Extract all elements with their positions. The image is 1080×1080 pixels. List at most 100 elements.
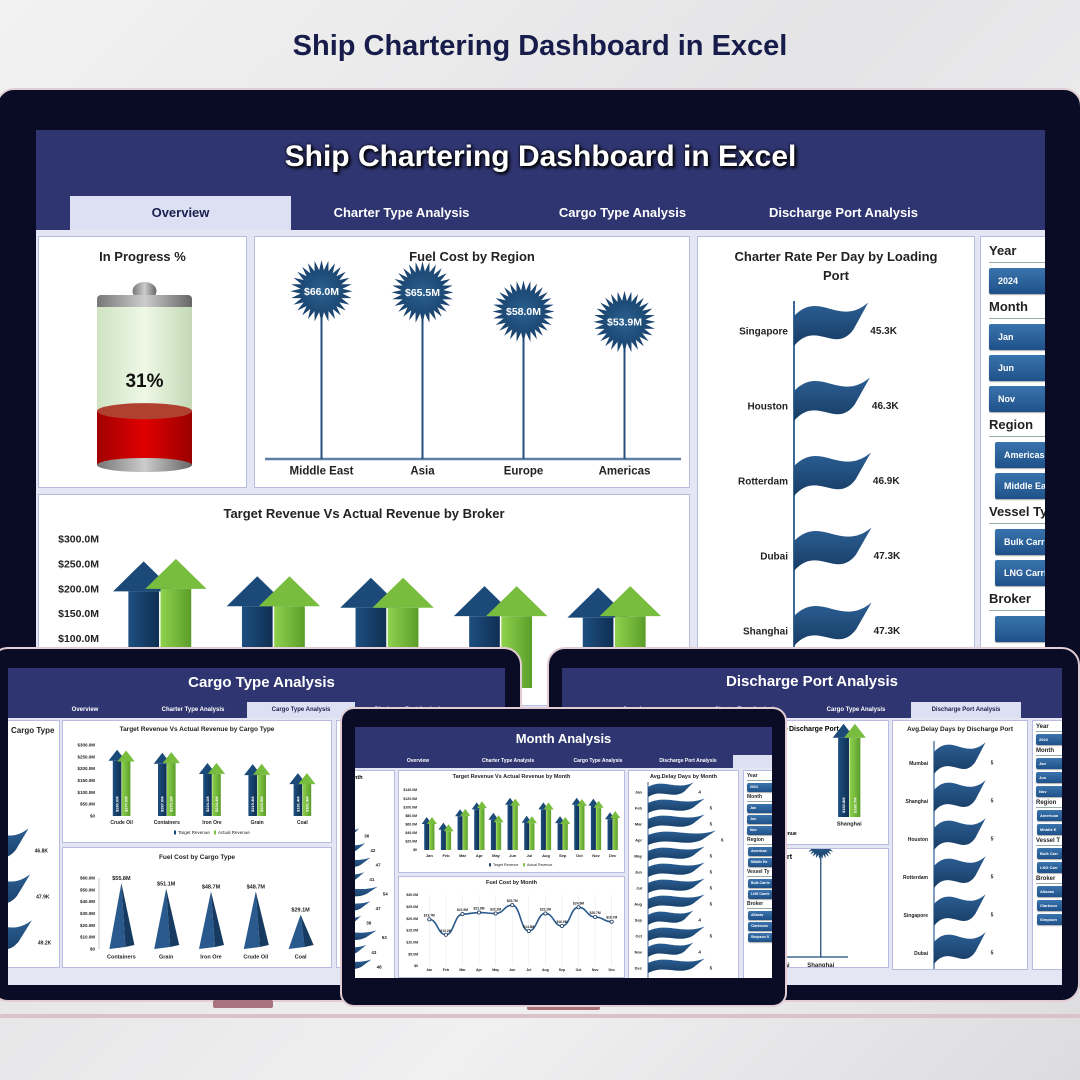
arrow-bar-actual [560, 817, 571, 850]
data-label: $13.2M [440, 929, 451, 933]
tab-overview[interactable]: Overview [71, 707, 99, 713]
bar-head [298, 773, 316, 785]
tab-mo[interactable]: Mo [1021, 702, 1062, 718]
tab-cargo-type-analysis[interactable]: Cargo Type Analysis [826, 707, 886, 713]
slicer-title: Vessel T [1036, 838, 1062, 846]
slicer-button[interactable]: 2024 [1036, 734, 1062, 745]
data-point [493, 911, 498, 916]
category-label: Feb [442, 853, 450, 858]
category-label: Jul [526, 968, 531, 972]
slicer-button[interactable]: Jun [989, 355, 1045, 381]
bar-body [562, 824, 568, 850]
tab-overview[interactable]: Overview [70, 196, 291, 230]
slicer-button[interactable]: Jun [1036, 772, 1062, 783]
category-label: Jul [526, 853, 532, 858]
tab-charter-type-analysis[interactable]: Charter Type Analysis [481, 758, 535, 764]
slicer-button[interactable]: Allseas [1037, 886, 1062, 897]
data-label: $20.7M [590, 911, 601, 915]
slicer-button[interactable]: Middle Ea [995, 473, 1045, 499]
slicer-title: Vessel Ty [747, 869, 772, 877]
slicer-button[interactable]: Nov [747, 826, 772, 835]
data-label: $25.7M [507, 899, 518, 903]
data-label: 49.2K [38, 941, 52, 947]
slicer-button[interactable]: Bulk Carr [1037, 848, 1062, 859]
tab-charter-type-analysis[interactable]: Charter Type Analysis [333, 205, 470, 220]
slicer-button[interactable]: Bulk Carrie [995, 529, 1045, 555]
tab-mon[interactable]: Mon [954, 196, 1045, 230]
bar-body [293, 784, 303, 816]
bar-head [488, 812, 499, 820]
data-point [593, 915, 598, 920]
data-label: $280.0M [114, 796, 119, 812]
slicer-button[interactable]: Simpson [1037, 914, 1062, 925]
category-label: Coal [295, 955, 307, 961]
slicer-button[interactable]: Clarksons [748, 922, 772, 931]
tab-cargo-type-analysis[interactable]: Cargo Type Analysis [247, 702, 355, 718]
slicer-button[interactable]: LNG Carrie [995, 560, 1045, 586]
data-label: $65.5M [405, 287, 440, 299]
tab-discharge-port-analysis[interactable]: Discharge Port Analysis [659, 758, 717, 764]
dashboard-title: Cargo Type Analysis [188, 674, 335, 691]
bar-head [476, 801, 487, 809]
flag-bar [355, 857, 371, 867]
slicer-title: Year [989, 243, 1045, 263]
slicer-button[interactable]: Simpson S [748, 933, 772, 942]
slicer-button[interactable]: Jun [747, 815, 772, 824]
slicer-button[interactable]: 2024 [989, 268, 1045, 294]
arrow-bar-actual [298, 773, 316, 816]
slicer-button[interactable]: Middle Ea [748, 858, 772, 867]
y-tick-label: $20.0M [406, 917, 418, 921]
slicer-button[interactable]: Jan [747, 804, 772, 813]
bar-body [424, 824, 430, 850]
charter-rate-panel: Charter Rate Per Day by Loading Port 45.… [697, 236, 975, 706]
data-point [443, 932, 448, 937]
slicer-button[interactable]: 2024 [747, 783, 772, 792]
slicer-button[interactable]: LNG Carr [1037, 862, 1062, 873]
data-label: 5 [991, 761, 994, 767]
tab-overview[interactable]: Overview [406, 758, 430, 764]
flag-bar [648, 878, 705, 893]
category-label: Jul [636, 885, 642, 890]
arrow-bar-target [588, 798, 599, 850]
flag-bar [648, 910, 694, 925]
arrow-bar-actual [493, 815, 504, 850]
data-label: $22.6M [474, 907, 485, 911]
category-label: Apr [635, 837, 642, 842]
flag-bar [355, 915, 362, 922]
bar-head [593, 800, 604, 808]
slicer-button[interactable]: Allseas [748, 911, 772, 920]
slicer-button[interactable]: Jan [1036, 758, 1062, 769]
tab-cargo-type-analysis[interactable]: Cargo Type Analysis [573, 758, 623, 764]
data-point [427, 917, 432, 922]
tab-mon[interactable]: Mon [733, 755, 772, 768]
slicer-button[interactable]: Middle E [1037, 824, 1062, 835]
cargo-fuel-panel: Fuel Cost by Cargo Type $0 $10.0M $20.0M $3… [62, 847, 332, 968]
legend-partial: enue [785, 831, 797, 837]
slicer-button[interactable]: American [1037, 810, 1062, 821]
tab-discharge-port-analysis[interactable]: Discharge Port Analysis [768, 205, 919, 220]
slicer-button[interactable]: Clarkson [1037, 900, 1062, 911]
data-label: $51.1M [157, 882, 176, 888]
slicer-button[interactable] [995, 616, 1045, 642]
bar-body [849, 737, 861, 817]
data-label: $21.9M [457, 908, 468, 912]
dashboard-title: Discharge Port Analysis [725, 673, 898, 690]
cargo-fuel-chart: $0 $10.0M $20.0M $30.0M $40.0M $50.0M $60.0M $5… [80, 876, 314, 961]
tab-cargo-type-analysis[interactable]: Cargo Type Analysis [558, 205, 687, 220]
slicer-button[interactable]: Jan [989, 324, 1045, 350]
category-label: Mumbai [909, 761, 929, 767]
cargo-revenue-panel: Target Revenue Vs Actual Revenue by Carg… [62, 720, 332, 843]
slicer-button[interactable]: Nov [1036, 786, 1062, 797]
flag-bar [648, 942, 694, 957]
tab-discharge-port-analysis[interactable]: Discharge Port Analysis [911, 702, 1021, 718]
y-tick-label: $25.0M [406, 905, 418, 909]
slicer-button[interactable]: Nov [989, 386, 1045, 412]
bar-body [248, 775, 257, 816]
tab-charter-type-analysis[interactable]: Charter Type Analysis [161, 707, 225, 713]
slicer-button[interactable]: Americas [995, 442, 1045, 468]
chart-title: Charter Rate Per Day by Loading Port [734, 249, 938, 283]
flag-bar [355, 828, 360, 833]
slicer-button[interactable]: LNG Carrie [748, 890, 772, 899]
slicer-button[interactable]: Bulk Carrie [748, 879, 772, 888]
slicer-button[interactable]: Americas [748, 847, 772, 856]
